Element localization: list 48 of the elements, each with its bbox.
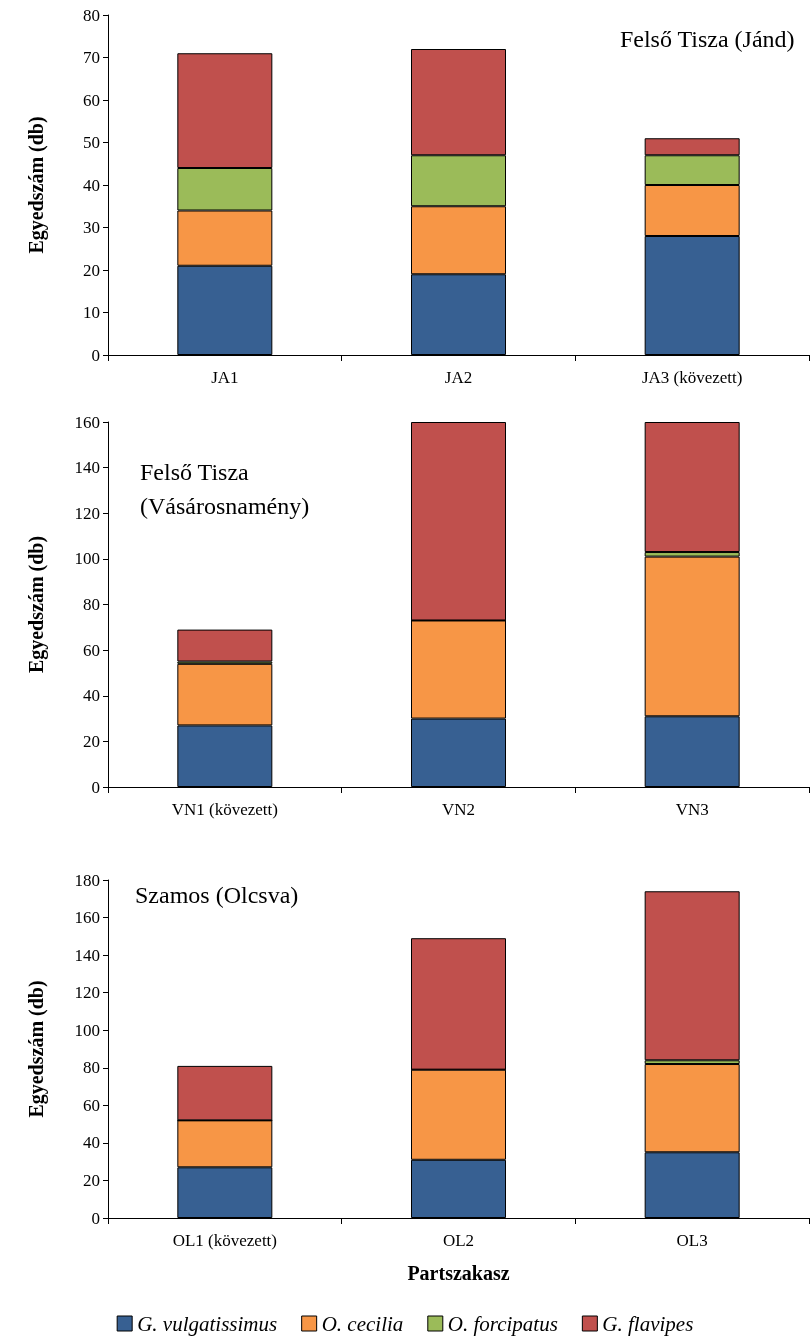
x-tick-label: OL1 (kövezett): [172, 1231, 277, 1250]
annotation: Felső Tisza (Vásárosnamény): [140, 459, 310, 519]
y-tick-label: 40: [83, 175, 100, 195]
y-tick-label: 50: [83, 133, 100, 152]
y-tick-label: 80: [83, 1058, 100, 1078]
y-tick-label: 120: [74, 983, 100, 1003]
x-tick-label: VN1 (kövezett): [171, 800, 278, 819]
legend-label: G. flavipes: [602, 1311, 694, 1336]
y-tick-label: 140: [74, 458, 100, 478]
x-tick-label: JA2: [444, 368, 473, 387]
annotation: Szamos (Olcsva): [135, 882, 299, 908]
y-tick-label: 160: [74, 908, 100, 928]
y-tick-label: 20: [83, 731, 100, 751]
y-tick-label: 0: [91, 777, 100, 797]
y-axis-title: Egyedszám (db): [25, 116, 48, 254]
legend-label: O. forcipatus: [447, 1311, 558, 1336]
y-tick-label: 40: [83, 1133, 100, 1153]
y-tick-label: 10: [83, 303, 100, 322]
legend-label: G. vulgatissimus: [137, 1311, 278, 1336]
x-tick-label: JA1: [211, 368, 239, 387]
y-tick-label: 0: [91, 345, 100, 365]
y-tick-label: 20: [83, 1170, 100, 1190]
y-tick-label: 70: [83, 48, 100, 67]
legend-label: O. cecilia: [321, 1311, 404, 1336]
y-tick-label: 140: [74, 945, 100, 965]
y-tick-label: 60: [83, 90, 100, 110]
y-tick-label: 20: [83, 260, 100, 280]
y-tick-label: 0: [91, 1208, 100, 1228]
y-tick-label: 100: [74, 549, 100, 569]
y-axis-title: Egyedszám (db): [25, 535, 48, 674]
y-tick-label: 180: [74, 870, 100, 890]
y-tick-label: 120: [74, 503, 100, 523]
y-tick-label: 40: [83, 686, 100, 706]
y-tick-label: 60: [83, 640, 100, 660]
y-tick-label: 80: [83, 595, 100, 614]
y-tick-label: 80: [83, 5, 100, 25]
x-tick-label: VN2: [441, 800, 476, 819]
x-tick-label: VN3: [675, 800, 709, 819]
x-tick-label: JA3 (kövezett): [641, 368, 743, 387]
y-tick-label: 100: [74, 1020, 100, 1040]
x-axis-title: Partszakasz: [407, 1262, 510, 1284]
y-axis-title: Egyedszám (db): [25, 980, 48, 1118]
y-tick-label: 30: [83, 218, 100, 237]
y-tick-label: 160: [74, 412, 100, 432]
annotation: Felső Tisza (Jánd): [619, 26, 795, 52]
x-tick-label: OL3: [676, 1231, 708, 1250]
y-tick-label: 60: [83, 1095, 100, 1115]
x-tick-label: OL2: [442, 1231, 475, 1250]
